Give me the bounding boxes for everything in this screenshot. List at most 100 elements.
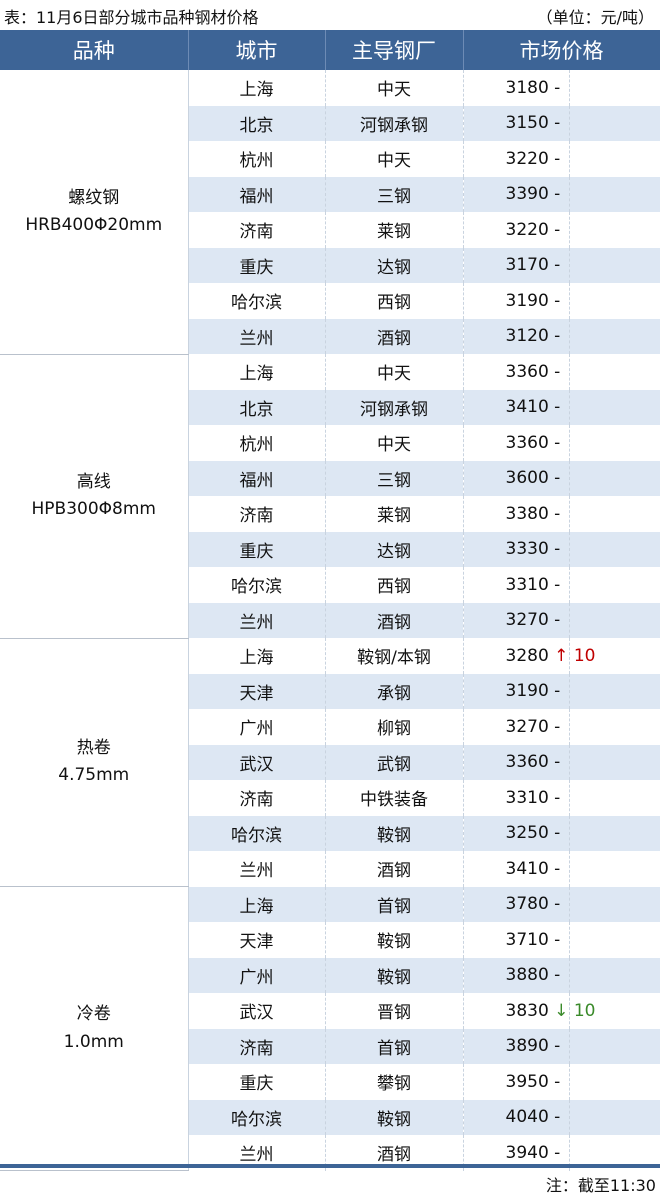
price-cell: 3170 -	[463, 247, 660, 283]
price-cell: 3410 -	[463, 389, 660, 425]
price-value: 3710	[505, 929, 549, 950]
mill-cell: 武钢	[325, 744, 464, 780]
table-row: 冷卷 1.0mm 上海 首钢 3780 -	[0, 886, 660, 1171]
table-row: 广州 柳钢 3270 -	[0, 709, 660, 745]
table-row: 重庆 达钢 3330 -	[0, 531, 660, 567]
table-row: 广州 鞍钢 3880 -	[0, 957, 660, 993]
variety-name: 螺纹钢	[68, 187, 120, 208]
price-value: 3220	[505, 148, 549, 169]
table-row: 济南 莱钢 3220 -	[0, 212, 660, 248]
unit-label: （单位：元/吨）	[536, 8, 654, 27]
price-change: -	[554, 148, 561, 169]
mill-cell: 中天	[325, 70, 464, 106]
price-change: -	[554, 184, 561, 205]
city-cell: 哈尔滨	[188, 283, 326, 319]
mill-cell: 首钢	[325, 1028, 464, 1064]
city-cell: 重庆	[188, 531, 326, 567]
city-cell: 济南	[188, 780, 326, 816]
table-row: 杭州 中天 3360 -	[0, 425, 660, 461]
header-row: 品种 城市 主导钢厂 市场价格	[0, 30, 660, 70]
price-value: 3310	[505, 787, 549, 808]
table-row: 济南 首钢 3890 -	[0, 1028, 660, 1064]
price-change: -	[554, 716, 561, 737]
variety-cell: 热卷 4.75mm	[0, 638, 189, 887]
city-cell: 哈尔滨	[188, 567, 326, 603]
price-change: -	[554, 787, 561, 808]
variety-spec: HPB300Φ8mm	[31, 499, 156, 519]
price-change: ↓ 10	[554, 1000, 596, 1021]
city-cell: 上海	[188, 886, 326, 922]
price-value: 3190	[505, 290, 549, 311]
header-mill: 主导钢厂	[325, 30, 464, 70]
price-cell: 3250 -	[463, 815, 660, 851]
price-change: -	[554, 858, 561, 879]
city-cell: 天津	[188, 673, 326, 709]
mill-cell: 河钢承钢	[325, 105, 464, 141]
price-cell: 3380 -	[463, 496, 660, 532]
price-change: -	[554, 1036, 561, 1057]
price-value: 3780	[505, 894, 549, 915]
city-cell: 重庆	[188, 247, 326, 283]
price-change: -	[554, 539, 561, 560]
table-row: 兰州 酒钢 3410 -	[0, 851, 660, 887]
price-cell: 3220 -	[463, 212, 660, 248]
price-change: -	[554, 823, 561, 844]
mill-cell: 酒钢	[325, 851, 464, 887]
city-cell: 上海	[188, 70, 326, 106]
price-value: 3330	[505, 539, 549, 560]
mill-cell: 鞍钢	[325, 815, 464, 851]
city-cell: 北京	[188, 389, 326, 425]
city-cell: 广州	[188, 709, 326, 745]
header-city: 城市	[188, 30, 326, 70]
city-cell: 天津	[188, 922, 326, 958]
price-cell: 3310 -	[463, 780, 660, 816]
price-value: 3950	[505, 1071, 549, 1092]
price-cell: 3220 -	[463, 141, 660, 177]
price-change: -	[554, 503, 561, 524]
variety-cell: 螺纹钢 HRB400Φ20mm	[0, 70, 189, 355]
city-cell: 兰州	[188, 602, 326, 638]
variety-spec: 1.0mm	[63, 1031, 124, 1052]
price-value: 3830	[505, 1000, 549, 1021]
table-row: 兰州 酒钢 3120 -	[0, 318, 660, 354]
city-cell: 北京	[188, 105, 326, 141]
mill-cell: 酒钢	[325, 318, 464, 354]
city-cell: 重庆	[188, 1064, 326, 1100]
price-value: 3170	[505, 255, 549, 276]
price-change: -	[554, 77, 561, 98]
price-value: 3270	[505, 610, 549, 631]
price-cell: 3280 ↑ 10	[463, 638, 660, 674]
mill-cell: 攀钢	[325, 1064, 464, 1100]
price-change: -	[554, 255, 561, 276]
price-change: -	[554, 681, 561, 702]
price-cell: 3600 -	[463, 460, 660, 496]
city-cell: 福州	[188, 176, 326, 212]
price-value: 3220	[505, 219, 549, 240]
city-cell: 广州	[188, 957, 326, 993]
price-value: 3250	[505, 823, 549, 844]
bottom-rule	[0, 1164, 660, 1168]
mill-cell: 河钢承钢	[325, 389, 464, 425]
mill-cell: 莱钢	[325, 212, 464, 248]
table-row: 北京 河钢承钢 3150 -	[0, 105, 660, 141]
price-value: 3270	[505, 716, 549, 737]
city-cell: 兰州	[188, 851, 326, 887]
city-cell: 武汉	[188, 744, 326, 780]
city-cell: 福州	[188, 460, 326, 496]
price-cell: 3780 -	[463, 886, 660, 922]
city-cell: 武汉	[188, 993, 326, 1029]
price-value: 3390	[505, 184, 549, 205]
price-change: -	[554, 1107, 561, 1128]
variety-name: 高线	[76, 471, 111, 492]
price-change: -	[554, 326, 561, 347]
price-change: -	[554, 610, 561, 631]
price-change: -	[554, 752, 561, 773]
price-cell: 3880 -	[463, 957, 660, 993]
price-change: -	[554, 965, 561, 986]
mill-cell: 鞍钢/本钢	[325, 638, 464, 674]
city-cell: 兰州	[188, 318, 326, 354]
variety-name: 热卷	[76, 738, 111, 759]
mill-cell: 中铁装备	[325, 780, 464, 816]
variety-spec: HRB400Φ20mm	[25, 214, 163, 235]
table-row: 武汉 晋钢 3830 ↓ 10	[0, 993, 660, 1029]
